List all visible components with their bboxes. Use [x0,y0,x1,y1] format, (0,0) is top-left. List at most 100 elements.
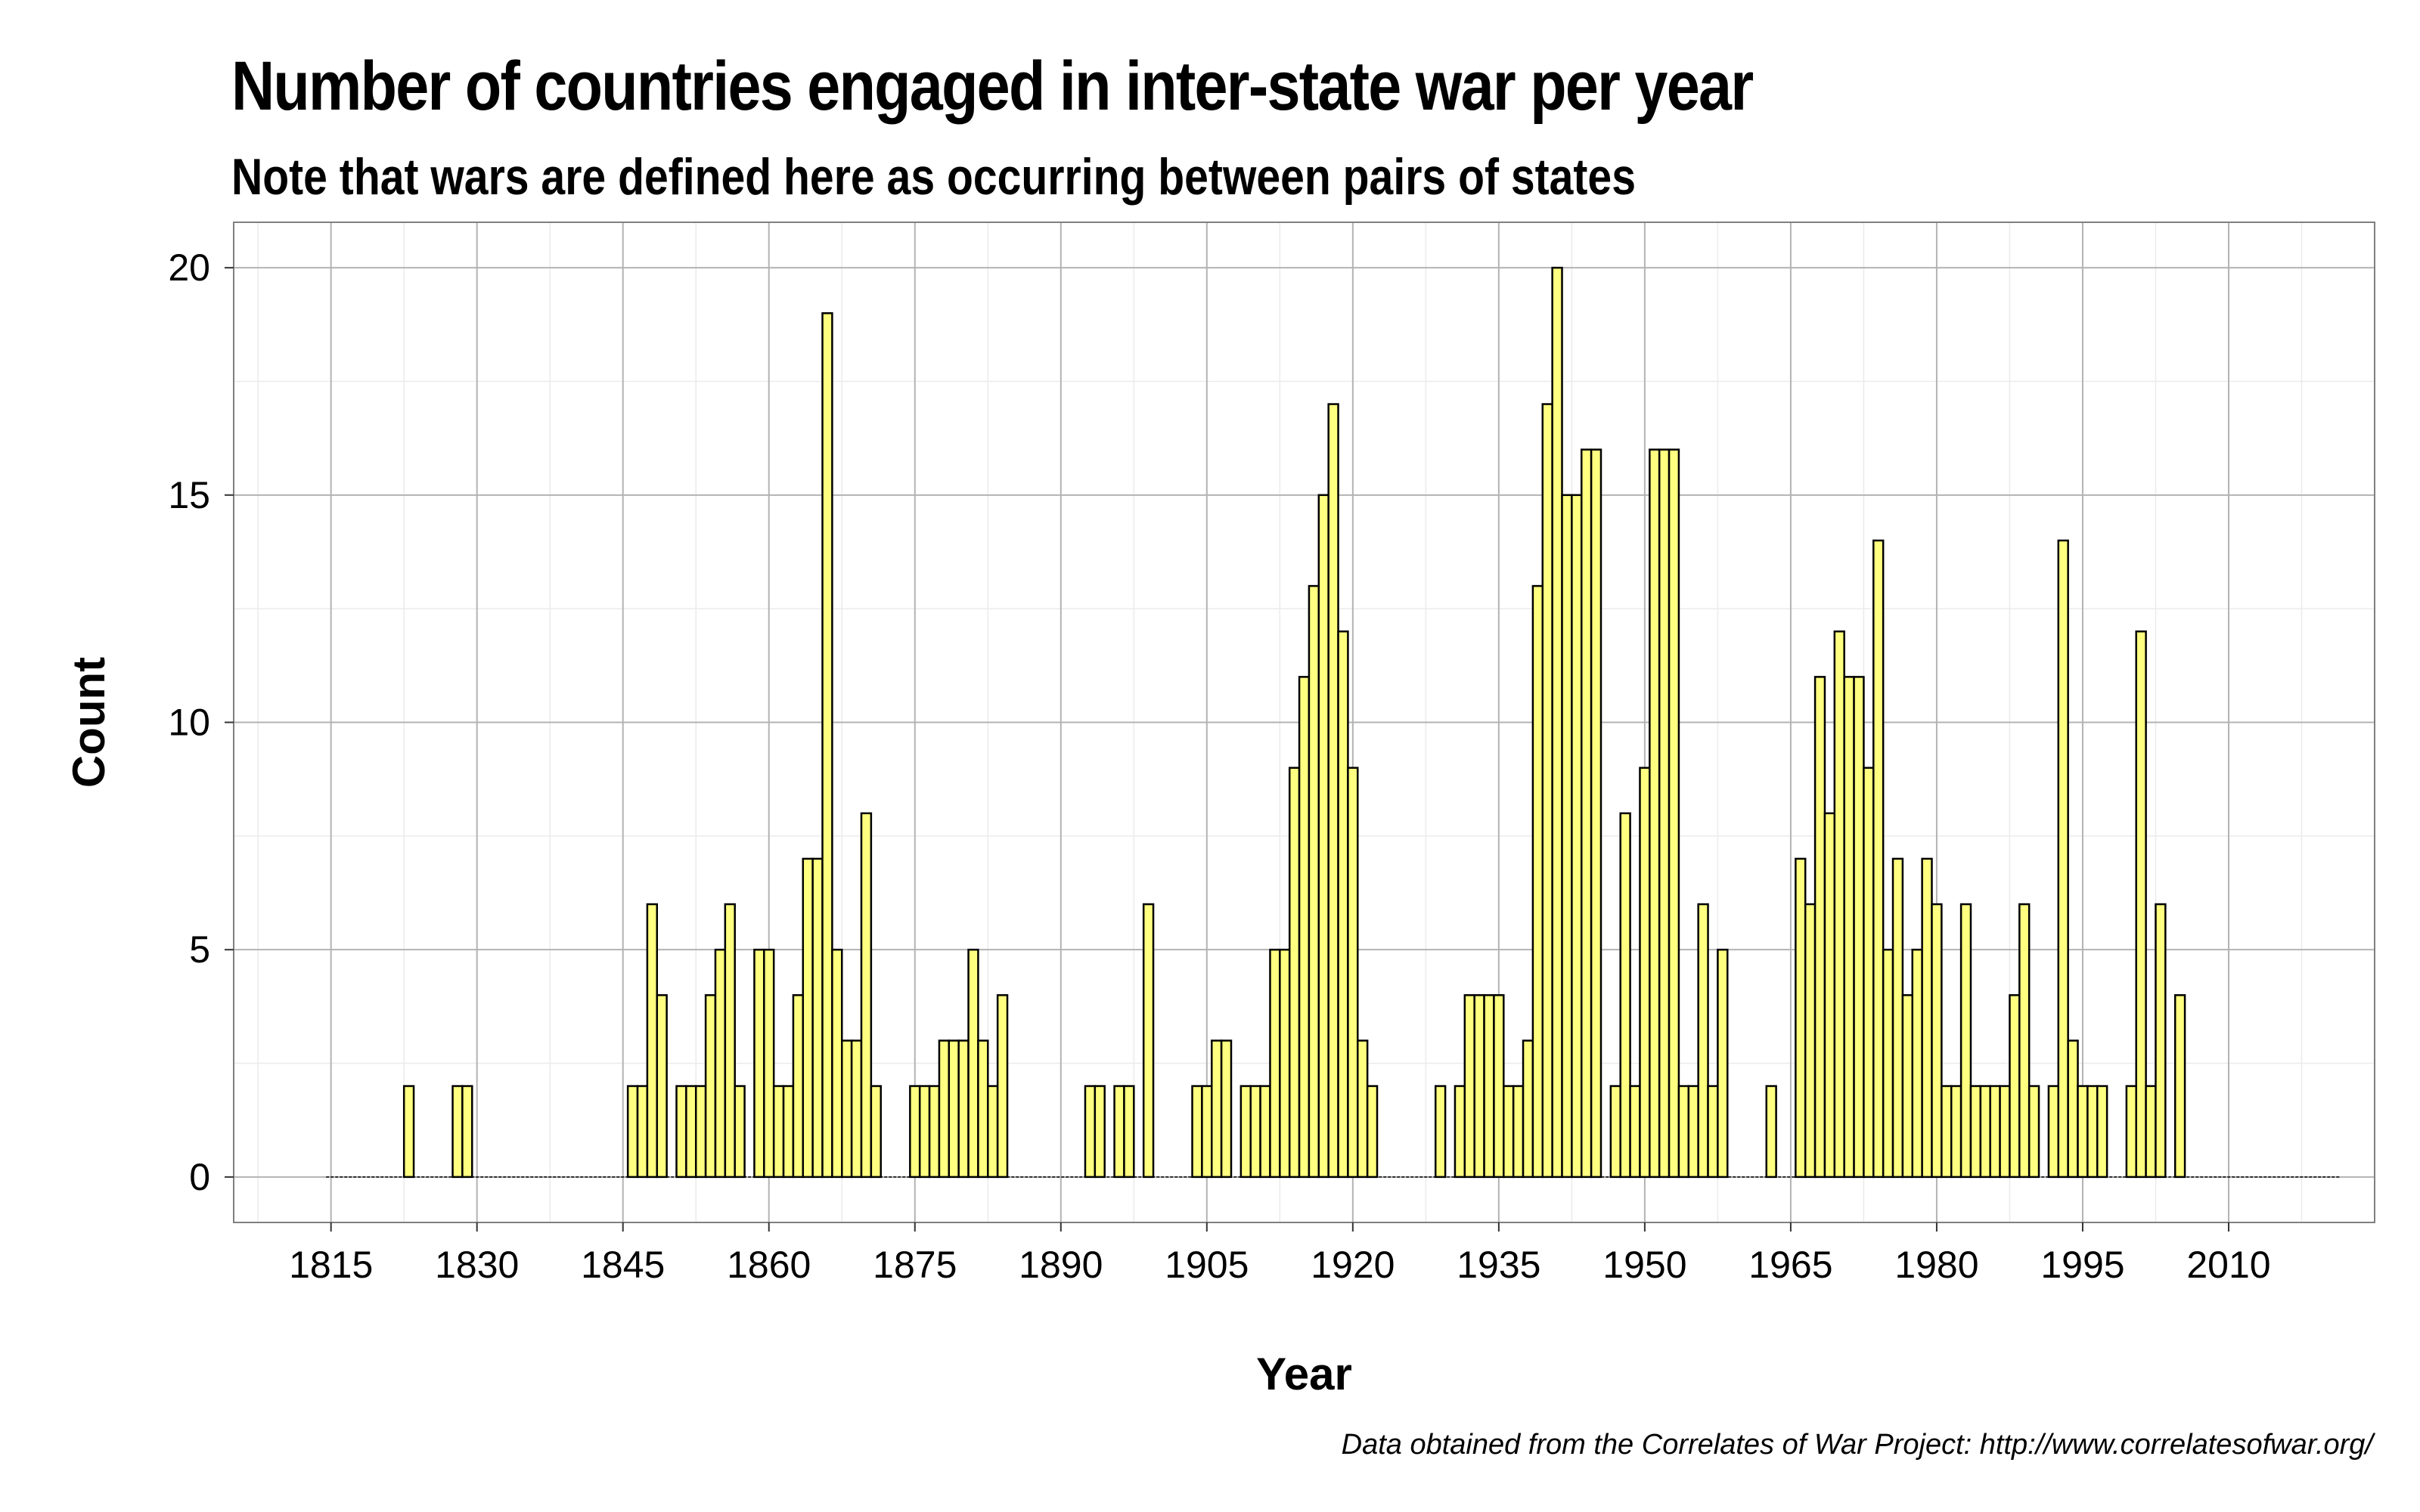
chart-subtitle: Note that wars are defined here as occur… [231,148,1636,206]
bar-2005 [2173,994,2186,1179]
bar-1943 [1571,494,1583,1179]
bar-1907 [1220,1040,1233,1179]
bar-1855 [714,948,727,1179]
bar-1867 [831,948,843,1179]
bar-1922 [1366,1085,1379,1179]
bar-1978 [1911,948,1923,1179]
bar-1950 [1639,767,1651,1179]
bar-1989 [2018,903,2031,1179]
bar-1828 [451,1085,464,1179]
bar-1875 [909,1085,921,1179]
bar-1913 [1279,948,1291,1179]
bar-1894 [1094,1085,1106,1179]
bars-group [402,266,2186,1179]
bar-1957 [1707,1085,1719,1179]
bar-1896 [1113,1085,1125,1179]
bar-1878 [938,1040,951,1179]
bar-1916 [1308,584,1320,1179]
bar-1929 [1434,1085,1447,1179]
bar-1972 [1853,676,1865,1179]
y-tick-label: 20 [168,246,210,289]
x-tick-label: 2010 [2186,1244,2270,1286]
bar-1865 [811,857,824,1179]
x-tick-label: 1815 [289,1244,373,1286]
bar-1944 [1580,448,1593,1179]
bar-1823 [402,1085,415,1179]
bar-1909 [1239,1085,1252,1179]
bar-1979 [1921,857,1933,1179]
bar-1975 [1882,948,1894,1179]
bar-1997 [2096,1085,2108,1179]
bar-1981 [1941,1085,1953,1179]
bar-1942 [1561,494,1573,1179]
bar-1939 [1531,584,1544,1179]
bar-1954 [1677,1085,1690,1179]
bar-1974 [1872,539,1885,1179]
bar-1940 [1541,403,1553,1179]
bar-1846 [626,1085,639,1179]
bar-1849 [656,994,668,1179]
bar-1897 [1123,1085,1135,1179]
bar-1933 [1473,994,1485,1179]
bar-1906 [1211,1040,1223,1179]
y-tick-labels: 0 5 10 15 20 [168,246,234,1198]
bar-1883 [987,1085,999,1179]
bar-1995 [2077,1085,2089,1179]
bar-1955 [1687,1085,1699,1179]
y-axis-title: Count [64,657,114,788]
y-tick-label: 0 [189,1156,210,1198]
x-tick-label: 1860 [727,1244,811,1286]
bar-1992 [2047,1085,2060,1179]
bar-2002 [2145,1085,2157,1179]
bar-1860 [763,948,775,1179]
bar-1970 [1833,630,1845,1179]
x-tick-label: 1995 [2040,1244,2124,1286]
bar-1953 [1668,448,1680,1179]
bar-1862 [782,1085,795,1179]
bar-1899 [1142,903,1155,1179]
bar-1904 [1191,1085,1203,1179]
bar-1852 [685,1085,697,1179]
bar-1869 [850,1040,863,1179]
bar-1983 [1959,903,1972,1179]
bar-1949 [1629,1085,1641,1179]
bar-1917 [1317,494,1329,1179]
bar-1932 [1463,994,1475,1179]
bar-1920 [1347,767,1359,1179]
bar-1982 [1950,1085,1962,1179]
chart-title: Number of countries engaged in inter-sta… [231,48,1754,125]
bar-1876 [918,1085,931,1179]
bar-1893 [1084,1085,1097,1179]
bar-1971 [1843,676,1855,1179]
bar-1921 [1357,1040,1369,1179]
x-tick-label: 1875 [873,1244,957,1286]
bar-1936 [1503,1085,1515,1179]
bar-1976 [1891,857,1904,1179]
bar-1864 [802,857,814,1179]
bar-1947 [1609,1085,1621,1179]
bar-1880 [957,1040,970,1179]
x-tick-label: 1950 [1602,1244,1686,1286]
bar-1918 [1327,403,1339,1179]
bar-1905 [1201,1085,1213,1179]
x-tick-label: 1845 [581,1244,665,1286]
bar-1911 [1259,1085,1271,1179]
bar-1977 [1901,994,1914,1179]
bar-1973 [1863,767,1875,1179]
bar-1870 [860,812,873,1179]
bar-1956 [1697,903,1709,1179]
bar-1937 [1512,1085,1525,1179]
bar-1829 [461,1085,473,1179]
bar-1980 [1931,903,1943,1179]
bar-1848 [646,903,659,1179]
x-tick-label: 1935 [1457,1244,1540,1286]
bar-1948 [1619,812,1631,1179]
y-tick-label: 15 [168,474,210,516]
bar-1851 [675,1085,687,1179]
bar-1968 [1813,676,1826,1179]
bar-1963 [1765,1085,1777,1179]
bar-1934 [1483,994,1495,1179]
bar-1951 [1649,448,1661,1179]
bar-1912 [1269,948,1281,1179]
